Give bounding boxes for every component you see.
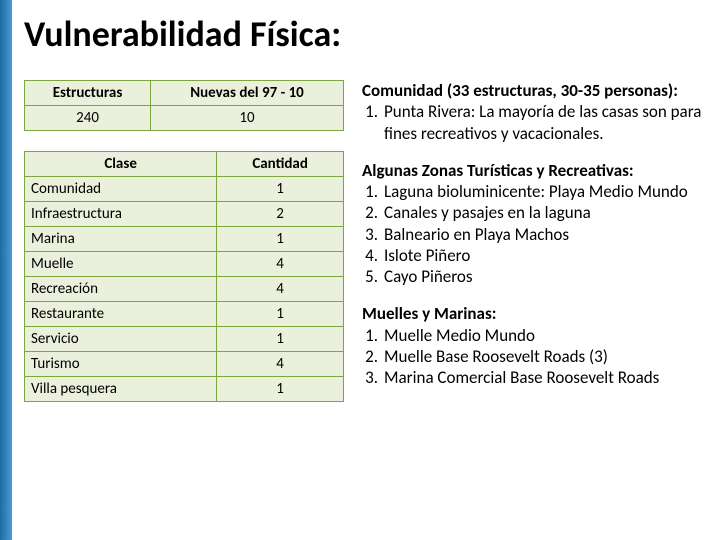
list-item: Islote Piñero bbox=[384, 245, 704, 266]
list-item: Laguna bioluminicente: Playa Medio Mundo bbox=[384, 181, 704, 202]
list-number: 4. bbox=[362, 245, 384, 266]
table-row: 1 bbox=[217, 227, 344, 252]
left-accent-bar bbox=[0, 0, 12, 540]
table-row: 4 bbox=[217, 277, 344, 302]
docks-heading: Muelles y Marinas: bbox=[362, 303, 496, 324]
community-heading: Comunidad (33 estructuras, 30-35 persona… bbox=[362, 80, 678, 101]
table-row: 4 bbox=[217, 352, 344, 377]
table2-header-2: Cantidad bbox=[217, 152, 344, 177]
list-number: 2. bbox=[362, 202, 384, 223]
tourist-heading: Algunas Zonas Turísticas y Recreativas: bbox=[362, 160, 634, 181]
list-number: 2. bbox=[362, 346, 384, 367]
class-table: Clase Cantidad Comunidad1 Infraestructur… bbox=[24, 151, 344, 402]
list-number: 5. bbox=[362, 266, 384, 287]
table-row: Marina bbox=[25, 227, 217, 252]
table1-cell-2: 10 bbox=[151, 106, 344, 131]
list-item: Punta Rivera: La mayoría de las casas so… bbox=[384, 101, 704, 144]
list-item: Balneario en Playa Machos bbox=[384, 224, 704, 245]
structures-table: Estructuras Nuevas del 97 - 10 240 10 bbox=[24, 80, 344, 131]
table-row: 1 bbox=[217, 177, 344, 202]
table-row: Turismo bbox=[25, 352, 217, 377]
list-number: 1. bbox=[362, 101, 384, 144]
table-row: Restaurante bbox=[25, 302, 217, 327]
list-item: Canales y pasajes en la laguna bbox=[384, 202, 704, 223]
list-number: 3. bbox=[362, 367, 384, 388]
docks-block: Muelles y Marinas: 1.Muelle Medio Mundo … bbox=[362, 303, 704, 388]
table1-cell-1: 240 bbox=[25, 106, 151, 131]
list-number: 3. bbox=[362, 224, 384, 245]
table-row: 4 bbox=[217, 252, 344, 277]
table1-header-1: Estructuras bbox=[25, 81, 151, 106]
tourist-block: Algunas Zonas Turísticas y Recreativas: … bbox=[362, 160, 704, 288]
list-number: 1. bbox=[362, 181, 384, 202]
content-area: Estructuras Nuevas del 97 - 10 240 10 Cl… bbox=[24, 80, 704, 422]
community-block: Comunidad (33 estructuras, 30-35 persona… bbox=[362, 80, 704, 144]
tables-column: Estructuras Nuevas del 97 - 10 240 10 Cl… bbox=[24, 80, 344, 422]
table2-header-1: Clase bbox=[25, 152, 217, 177]
list-number: 1. bbox=[362, 325, 384, 346]
table-row: Servicio bbox=[25, 327, 217, 352]
page-title: Vulnerabilidad Física: bbox=[24, 12, 341, 56]
table-row: Villa pesquera bbox=[25, 377, 217, 402]
table-row: Infraestructura bbox=[25, 202, 217, 227]
text-column: Comunidad (33 estructuras, 30-35 persona… bbox=[362, 80, 704, 422]
list-item: Cayo Piñeros bbox=[384, 266, 704, 287]
table-row: 1 bbox=[217, 327, 344, 352]
table1-header-2: Nuevas del 97 - 10 bbox=[151, 81, 344, 106]
table-row: Recreación bbox=[25, 277, 217, 302]
table-row: 1 bbox=[217, 377, 344, 402]
table-row: Muelle bbox=[25, 252, 217, 277]
table-row: 1 bbox=[217, 302, 344, 327]
list-item: Marina Comercial Base Roosevelt Roads bbox=[384, 367, 704, 388]
table-row: Comunidad bbox=[25, 177, 217, 202]
list-item: Muelle Base Roosevelt Roads (3) bbox=[384, 346, 704, 367]
list-item: Muelle Medio Mundo bbox=[384, 325, 704, 346]
table-row: 2 bbox=[217, 202, 344, 227]
